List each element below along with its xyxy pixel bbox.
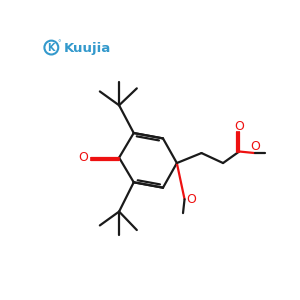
Text: °: ° bbox=[57, 40, 61, 46]
Text: Kuujia: Kuujia bbox=[64, 42, 111, 55]
Text: K: K bbox=[48, 43, 55, 52]
Text: O: O bbox=[187, 193, 196, 206]
Text: O: O bbox=[250, 140, 260, 153]
Text: O: O bbox=[234, 120, 244, 133]
Text: O: O bbox=[79, 151, 88, 164]
